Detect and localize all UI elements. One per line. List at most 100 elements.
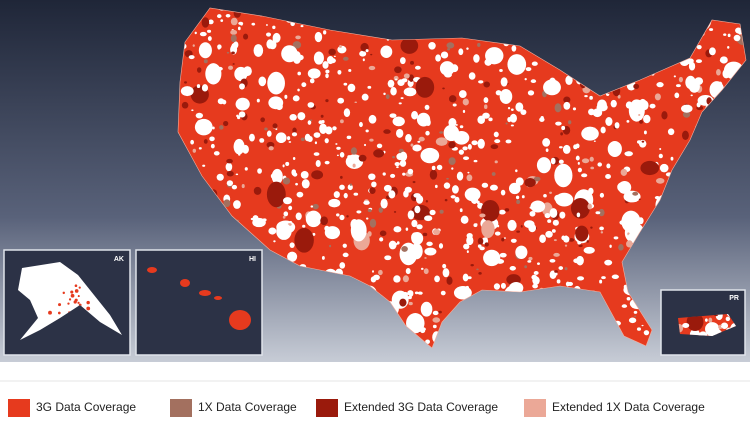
coverage-gap (295, 182, 298, 186)
coverage-gap (429, 169, 438, 180)
coverage-gap (324, 138, 329, 144)
coverage-gap (275, 132, 287, 144)
coverage-gap (212, 126, 215, 130)
legend-label: 3G Data Coverage (36, 400, 136, 414)
coverage-gap (209, 136, 215, 142)
coverage-gap (325, 99, 329, 103)
coverage-gap (552, 219, 559, 226)
coverage-gap (659, 147, 662, 151)
coverage-gap (297, 112, 306, 121)
coverage-gap (565, 75, 573, 86)
coverage-gap (420, 301, 433, 317)
coverage-gap (661, 111, 668, 120)
coverage-gap (321, 256, 325, 260)
coverage-gap (217, 66, 223, 71)
legend-swatch (170, 399, 192, 417)
coverage-gap (228, 65, 234, 70)
coverage-gap (358, 154, 367, 162)
coverage-gap (373, 149, 385, 158)
coverage-gap (226, 158, 233, 164)
coverage-gap (370, 53, 373, 56)
coverage-gap (575, 155, 580, 161)
coverage-gap (476, 200, 480, 205)
coverage-gap (411, 219, 418, 228)
coverage-gap (288, 141, 292, 143)
legend-swatch (8, 399, 30, 417)
coverage-gap (452, 185, 459, 194)
coverage-gap (328, 48, 336, 56)
coverage-gap (600, 126, 606, 134)
coverage-gap (295, 212, 302, 221)
coverage-gap (572, 107, 577, 111)
coverage-gap (205, 63, 222, 85)
coverage-gap (410, 60, 415, 65)
coverage-gap (525, 67, 532, 72)
coverage-gap (272, 25, 276, 30)
coverage-gap (282, 164, 285, 168)
coverage-gap (283, 197, 293, 205)
coverage-gap (570, 197, 590, 219)
coverage-gap (436, 164, 443, 171)
coverage-spot (86, 300, 90, 305)
coverage-gap (293, 53, 301, 64)
coverage-gap (348, 69, 352, 72)
coverage-gap (359, 50, 367, 57)
coverage-gap (295, 35, 301, 40)
coverage-gap (415, 65, 421, 70)
island (229, 310, 251, 330)
coverage-gap (222, 99, 227, 105)
coverage-gap (435, 137, 448, 146)
coverage-gap (250, 217, 255, 221)
coverage-gap (191, 109, 194, 112)
coverage-gap (588, 108, 595, 116)
coverage-gap (383, 184, 392, 192)
coverage-gap (289, 242, 295, 248)
coverage-gap (196, 84, 201, 89)
coverage-gap (287, 251, 298, 262)
coverage-gap (401, 245, 408, 252)
legend: 3G Data Coverage 1X Data Coverage Extended… (8, 399, 705, 417)
coverage-gap (562, 144, 571, 154)
coverage-gap (411, 232, 424, 245)
coverage-gap (390, 86, 397, 96)
coverage-gap (328, 198, 341, 208)
coverage-gap (225, 13, 231, 18)
coverage-gap (593, 140, 596, 142)
coverage-gap (297, 88, 300, 92)
coverage-gap (633, 310, 638, 314)
coverage-gap (568, 120, 572, 125)
coverage-gap (597, 162, 603, 167)
coverage-gap (390, 173, 396, 178)
coverage-gap (507, 54, 527, 75)
coverage-gap (407, 168, 414, 175)
coverage-gap (272, 37, 277, 42)
coverage-gap (196, 67, 202, 73)
coverage-gap (588, 187, 594, 195)
coverage-gap (539, 234, 546, 243)
coverage-spot (74, 289, 79, 293)
coverage-gap (448, 95, 457, 103)
coverage-gap (638, 113, 641, 116)
coverage-gap (634, 195, 640, 199)
coverage-gap (678, 76, 683, 83)
coverage-gap (337, 97, 345, 104)
coverage-gap (549, 191, 552, 194)
coverage-gap (411, 111, 419, 120)
coverage-gap (520, 109, 527, 115)
coverage-gap (690, 94, 693, 97)
coverage-gap (507, 107, 511, 110)
coverage-gap (466, 174, 473, 182)
coverage-gap (641, 100, 649, 111)
coverage-spot (48, 310, 52, 315)
coverage-gap (267, 71, 285, 95)
coverage-gap (719, 56, 728, 64)
coverage-gap (309, 119, 313, 122)
coverage-gap (587, 203, 592, 210)
coverage-gap (225, 162, 233, 172)
coverage-gap (339, 214, 345, 221)
coverage-gap (283, 211, 289, 217)
coverage-gap (577, 161, 580, 165)
coverage-gap (273, 240, 276, 243)
coverage-gap (510, 124, 514, 127)
coverage-spot (67, 302, 70, 305)
